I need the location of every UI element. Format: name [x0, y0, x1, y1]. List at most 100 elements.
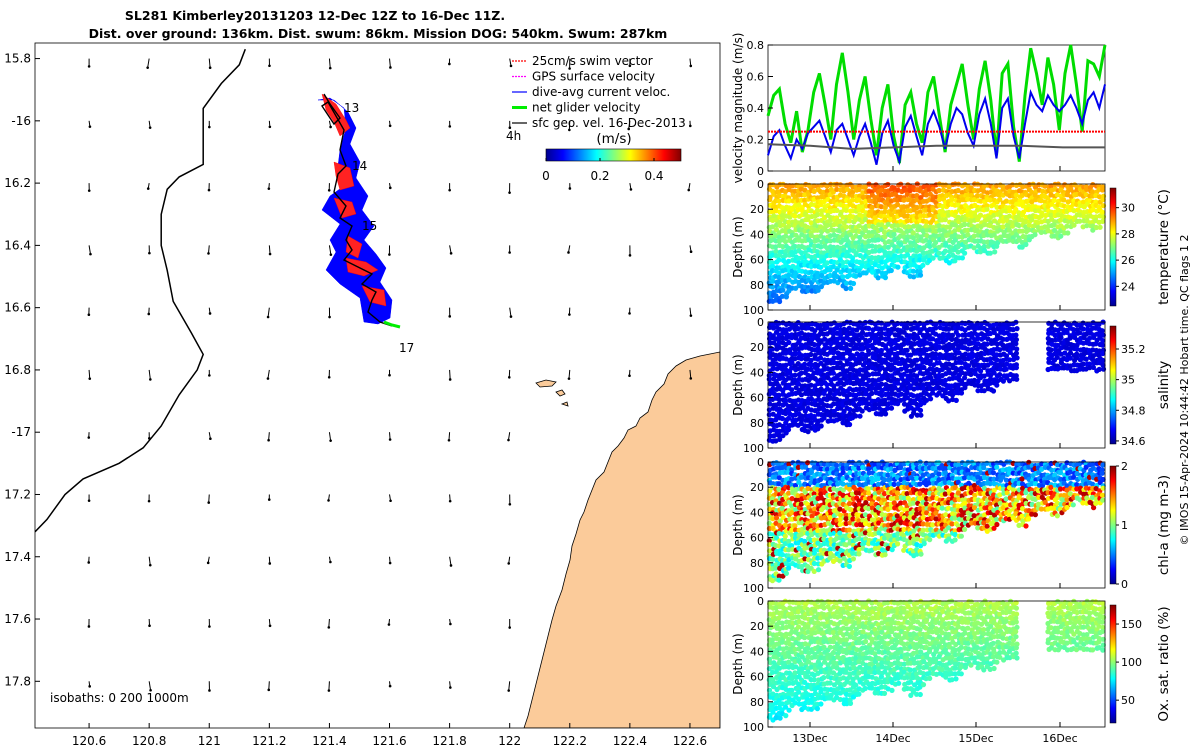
- speed-colorbar-title: (m/s): [596, 131, 631, 147]
- map-y-tick-label: 16.4: [4, 238, 31, 252]
- depth-tick-label: 60: [750, 671, 764, 684]
- current-arrow: [87, 494, 91, 502]
- current-arrow: [266, 307, 270, 319]
- current-arrow: [509, 307, 513, 318]
- legend-label: 25cm/s swim vector: [532, 54, 653, 68]
- depth-tick-label: 40: [750, 228, 764, 241]
- map-subtitle: Dist. over ground: 136km. Dist. swum: 86…: [89, 26, 668, 41]
- current-arrow: [628, 369, 631, 378]
- velocity-y-tick: 0: [757, 165, 764, 178]
- glider-track: [317, 93, 401, 329]
- map-y-tick-label: 15.8: [4, 52, 31, 66]
- current-arrow: [147, 432, 151, 440]
- depth-tick-label: 80: [750, 557, 764, 570]
- current-arrow: [448, 183, 451, 192]
- current-arrow: [568, 120, 571, 132]
- current-arrow: [689, 307, 693, 317]
- colorbar-label: Ox. sat. ratio (%): [1156, 606, 1172, 721]
- section-colorbar: [1109, 325, 1117, 445]
- section-panel-oxy: 0 20 40 60 80 100 Depth (m) 50 100 150 Ox. sat. ra…: [731, 595, 1172, 734]
- colorbar-label: temperature (°C): [1156, 189, 1172, 305]
- depth-tick-label: 20: [750, 481, 764, 494]
- map-y-tick-label: 17.8: [4, 674, 31, 688]
- velocity-axes-frame: [767, 44, 1106, 172]
- colorbar-tick-label: 24: [1121, 280, 1135, 293]
- current-arrow: [508, 619, 512, 629]
- current-arrow: [268, 58, 271, 68]
- day-label: 17: [399, 341, 414, 355]
- current-arrow: [507, 681, 511, 692]
- current-arrow: [208, 369, 211, 377]
- swim-vector-swath: [321, 93, 387, 307]
- footer-credit: © IMOS 15-Apr-2024 10:44:42 Hobart time.…: [1178, 235, 1191, 546]
- current-arrow: [148, 556, 152, 567]
- speed-colorbar-tick: 0.2: [590, 169, 609, 183]
- legend-label: GPS surface velocity: [532, 70, 655, 84]
- map-x-tick-label: 121.8: [432, 734, 466, 748]
- legend-item: sfc geo. vel. 16-Dec-2013: [512, 116, 686, 130]
- current-arrow: [268, 618, 272, 628]
- current-arrow: [507, 369, 511, 379]
- current-arrow: [88, 369, 92, 380]
- current-arrow: [146, 183, 150, 190]
- current-arrow: [87, 307, 91, 316]
- current-arrow: [208, 58, 212, 70]
- current-arrow: [267, 681, 271, 692]
- current-arrow: [148, 681, 152, 692]
- colorbar-tick-label: 28: [1121, 228, 1135, 241]
- current-arrow: [628, 245, 632, 257]
- current-arrow: [208, 120, 211, 129]
- current-arrow: [449, 556, 453, 567]
- section-frame: [767, 461, 1106, 589]
- current-arrow: [388, 556, 392, 565]
- colorbar-tick-label: 34.6: [1121, 435, 1146, 448]
- section-panel-chl: 0 20 40 60 80 100 Depth (m) 0 1 2 chl-a (mg m-3): [731, 456, 1172, 595]
- current-arrow: [87, 619, 91, 628]
- velocity-panel: 0 0.2 0.4 0.6 0.8 velocity magnitude (m/s): [731, 33, 1107, 183]
- current-arrow: [628, 307, 631, 315]
- colorbar-tick-label: 30: [1121, 202, 1135, 215]
- velocity-y-tick: 0.2: [747, 134, 765, 147]
- depth-tick-label: 40: [750, 645, 764, 658]
- current-arrow: [689, 369, 693, 380]
- land-area: [523, 351, 720, 728]
- current-arrow: [88, 120, 92, 128]
- map-x-tick-label: 122.2: [553, 734, 587, 748]
- section-frame: [767, 600, 1106, 728]
- current-arrow: [568, 307, 571, 316]
- colorbar-tick-label: 100: [1121, 656, 1142, 669]
- current-arrow: [208, 432, 212, 440]
- legend-item: 25cm/s swim vector: [512, 54, 653, 68]
- map-panel: SL281 Kimberley20131203 12-Dec 12Z to 16…: [4, 8, 721, 748]
- map-y-tick-label: 17.4: [4, 550, 31, 564]
- scale-label: 4h: [506, 129, 521, 143]
- map-x-tick-label: 120.8: [132, 734, 166, 748]
- current-arrow: [268, 556, 272, 565]
- current-arrow: [508, 120, 512, 130]
- current-arrow: [208, 619, 211, 628]
- depth-tick-label: 100: [743, 304, 764, 317]
- map-y-tick-label: 17.6: [4, 612, 31, 626]
- current-arrow: [327, 369, 331, 379]
- current-arrow: [387, 618, 391, 626]
- current-arrow: [268, 245, 272, 256]
- map-axes: 120.6 120.8 121 121.2 121.4 121.6 121.8 122 122.…: [4, 42, 721, 748]
- current-arrow: [388, 432, 392, 441]
- section-colorbar: [1109, 187, 1117, 307]
- current-arrow: [267, 432, 270, 442]
- current-arrow: [449, 245, 453, 255]
- current-arrow: [88, 245, 92, 256]
- current-arrow: [148, 369, 152, 381]
- depth-tick-label: 80: [750, 696, 764, 709]
- map-frame: [34, 42, 721, 729]
- current-arrow: [449, 618, 452, 626]
- section-colorbar: [1109, 465, 1117, 585]
- current-arrow: [628, 58, 632, 68]
- colorbar-label: chl-a (mg m-3): [1156, 475, 1172, 575]
- depth-tick-label: 20: [750, 620, 764, 633]
- current-arrow: [449, 681, 452, 689]
- current-arrow: [507, 556, 511, 565]
- map-x-tick-label: 121.4: [312, 734, 346, 748]
- current-arrow: [508, 494, 512, 506]
